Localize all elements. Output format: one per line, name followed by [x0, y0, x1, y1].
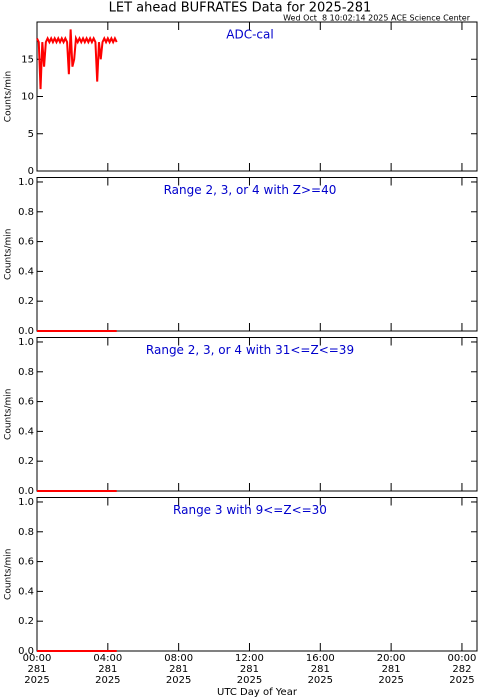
x-tick-label: 281: [240, 664, 259, 675]
timestamp: Wed Oct 8 10:02:14 2025 ACE Science Cent…: [283, 14, 471, 23]
annotation: Range 3 with 9<=Z<=30: [173, 503, 327, 517]
y-tick-label: 0.0: [18, 646, 34, 657]
x-tick-label: 08:00: [164, 653, 193, 664]
y-tick-label: 0.8: [18, 207, 34, 218]
y-tick-label: 0.8: [18, 527, 34, 538]
y-tick-label: 0.0: [18, 486, 34, 497]
data-line: [36, 29, 118, 90]
y-axis-label: Counts/min: [4, 229, 14, 280]
x-tick-label: 2025: [24, 675, 49, 686]
x-tick-label: 00:00: [23, 653, 52, 664]
y-tick-label: 1.0: [18, 497, 34, 508]
y-tick-label: 0.0: [18, 326, 34, 337]
y-tick-label: 1.0: [18, 177, 34, 188]
y-tick-label: 5: [28, 129, 34, 140]
y-tick-label: 0.4: [18, 266, 34, 277]
x-tick-label: 2025: [308, 675, 333, 686]
y-axis-label: Counts/min: [4, 389, 14, 440]
y-tick-label: 0.2: [18, 296, 34, 307]
x-axis-label: UTC Day of Year: [217, 687, 298, 698]
y-tick-label: 10: [21, 92, 34, 103]
x-tick-label: 281: [311, 664, 330, 675]
annotation: Range 2, 3, or 4 with 31<=Z<=39: [146, 343, 354, 357]
y-tick-label: 0.4: [18, 586, 34, 597]
x-tick-label: 281: [382, 664, 401, 675]
x-tick-label: 2025: [449, 675, 474, 686]
x-tick-label: 2025: [166, 675, 191, 686]
y-axis-label: Counts/min: [4, 71, 14, 122]
x-tick-label: 16:00: [306, 653, 335, 664]
annotation: Range 2, 3, or 4 with Z>=40: [164, 183, 337, 197]
y-tick-label: 0.2: [18, 456, 34, 467]
y-tick-label: 0.4: [18, 426, 34, 437]
y-tick-label: 0.8: [18, 367, 34, 378]
y-tick-label: 0.2: [18, 616, 34, 627]
x-tick-label: 2025: [237, 675, 262, 686]
y-tick-label: 15: [21, 54, 34, 65]
plot-frame: [36, 337, 478, 492]
x-tick-label: 281: [169, 664, 188, 675]
y-tick-label: 0.6: [18, 397, 34, 408]
y-tick-label: 1.0: [18, 337, 34, 348]
plot-frame: [36, 497, 478, 652]
x-tick-label: 2025: [378, 675, 403, 686]
x-tick-label: 04:00: [93, 653, 122, 664]
y-tick-label: 0: [28, 166, 34, 177]
x-tick-label: 281: [27, 664, 46, 675]
plot-frame: [36, 177, 478, 332]
page-title: LET ahead BUFRATES Data for 2025-281: [109, 1, 372, 16]
y-tick-label: 0.6: [18, 237, 34, 248]
x-tick-label: 282: [452, 664, 471, 675]
x-tick-label: 20:00: [377, 653, 406, 664]
x-tick-label: 00:00: [448, 653, 477, 664]
x-tick-label: 12:00: [235, 653, 264, 664]
y-tick-label: 0.6: [18, 557, 34, 568]
y-axis-label: Counts/min: [4, 549, 14, 600]
annotation: ADC-cal: [226, 28, 273, 42]
x-tick-label: 281: [98, 664, 117, 675]
x-tick-label: 2025: [95, 675, 120, 686]
